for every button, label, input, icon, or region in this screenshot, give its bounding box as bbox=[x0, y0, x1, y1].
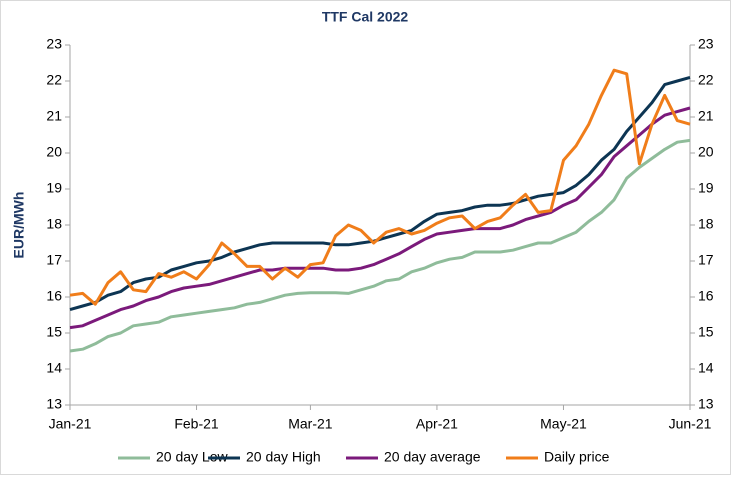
y-tick-label: 15 bbox=[46, 324, 62, 340]
y2-tick-label: 13 bbox=[698, 396, 714, 412]
y2-tick-label: 19 bbox=[698, 180, 714, 196]
y-tick-label: 20 bbox=[46, 144, 62, 160]
y-tick-label: 19 bbox=[46, 180, 62, 196]
y2-tick-label: 20 bbox=[698, 144, 714, 160]
series-line bbox=[69, 138, 691, 353]
x-tick-label: Jan-21 bbox=[49, 416, 92, 432]
y-tick-label: 16 bbox=[46, 288, 62, 304]
legend-label: 20 day High bbox=[246, 449, 321, 465]
legend-label: 20 day average bbox=[384, 449, 481, 465]
y-tick-label: 21 bbox=[46, 108, 62, 124]
y-tick-label: 22 bbox=[46, 72, 62, 88]
series-line bbox=[69, 68, 691, 306]
y-tick-label: 14 bbox=[46, 360, 62, 376]
legend-label: 20 day Low bbox=[156, 449, 228, 465]
y-tick-label: 17 bbox=[46, 252, 62, 268]
x-tick-label: Apr-21 bbox=[416, 416, 458, 432]
y2-tick-label: 14 bbox=[698, 360, 714, 376]
y-axis-label: EUR/MWh bbox=[11, 192, 27, 259]
y2-tick-label: 21 bbox=[698, 108, 714, 124]
y2-tick-label: 15 bbox=[698, 324, 714, 340]
y2-tick-label: 16 bbox=[698, 288, 714, 304]
legend-label: Daily price bbox=[544, 449, 610, 465]
chart-title: TTF Cal 2022 bbox=[322, 9, 409, 25]
x-tick-label: May-21 bbox=[540, 416, 587, 432]
series-line bbox=[69, 106, 691, 330]
y2-tick-label: 23 bbox=[698, 36, 714, 52]
y-tick-label: 18 bbox=[46, 216, 62, 232]
y2-tick-label: 22 bbox=[698, 72, 714, 88]
y-tick-label: 23 bbox=[46, 36, 62, 52]
x-tick-label: Feb-21 bbox=[174, 416, 219, 432]
x-tick-label: Jun-21 bbox=[669, 416, 712, 432]
y2-tick-label: 17 bbox=[698, 252, 714, 268]
y2-tick-label: 18 bbox=[698, 216, 714, 232]
y-tick-label: 13 bbox=[46, 396, 62, 412]
x-tick-label: Mar-21 bbox=[288, 416, 333, 432]
